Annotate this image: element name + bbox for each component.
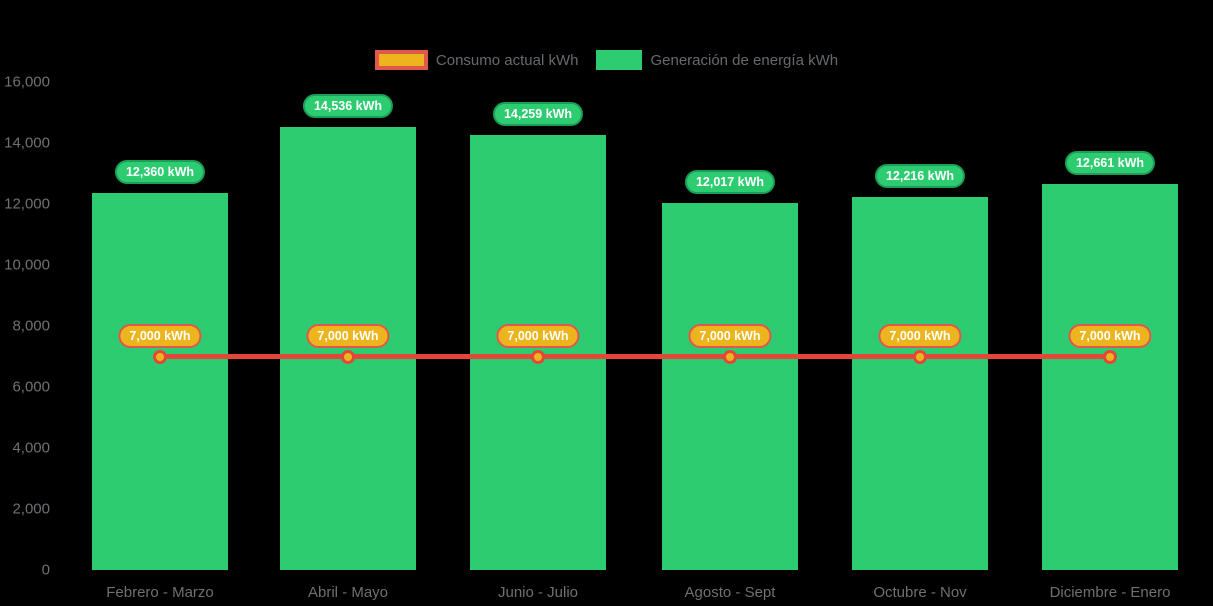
x-tick-label: Abril - Mayo bbox=[307, 584, 389, 601]
consumo-value-pill: 7,000 kWh bbox=[688, 323, 772, 348]
generacion-value-pill: 14,536 kWh bbox=[302, 93, 394, 118]
consumo-value-pill: 7,000 kWh bbox=[496, 323, 580, 348]
generacion-value-pill: 14,259 kWh bbox=[492, 102, 584, 127]
generacion-bar[interactable] bbox=[92, 193, 228, 570]
x-tick-label: Diciembre - Enero bbox=[1049, 584, 1171, 601]
x-tick-label: Octubre - Nov bbox=[873, 584, 967, 601]
y-tick-label: 8,000 bbox=[12, 317, 50, 335]
generacion-swatch-icon bbox=[596, 50, 643, 70]
consumo-point-marker[interactable] bbox=[913, 349, 927, 364]
legend-label-consumo: Consumo actual kWh bbox=[435, 51, 579, 69]
consumo-point-marker[interactable] bbox=[341, 349, 355, 364]
y-tick-label: 2,000 bbox=[12, 500, 50, 518]
consumo-point-marker[interactable] bbox=[531, 349, 545, 364]
x-tick-label: Agosto - Sept bbox=[684, 584, 776, 601]
x-tick-label: Junio - Julio bbox=[497, 584, 579, 601]
y-tick-label: 10,000 bbox=[4, 256, 50, 274]
consumo-value-pill: 7,000 kWh bbox=[306, 323, 390, 348]
generacion-bar[interactable] bbox=[1042, 183, 1178, 570]
y-tick-label: 12,000 bbox=[4, 195, 50, 213]
y-tick-label: 0 bbox=[41, 561, 50, 579]
x-tick-label: Febrero - Marzo bbox=[106, 584, 214, 601]
generacion-value-pill: 12,216 kWh bbox=[874, 164, 966, 189]
consumo-value-pill: 7,000 kWh bbox=[118, 323, 202, 348]
legend-item-consumo[interactable]: Consumo actual kWh bbox=[374, 50, 579, 70]
consumo-swatch-icon bbox=[374, 50, 428, 70]
chart-legend: Consumo actual kWh Generación de energía… bbox=[0, 50, 1213, 70]
consumo-value-pill: 7,000 kWh bbox=[878, 323, 962, 348]
generacion-bar[interactable] bbox=[280, 126, 416, 570]
consumo-point-marker[interactable] bbox=[153, 349, 167, 364]
generacion-value-pill: 12,661 kWh bbox=[1064, 150, 1156, 175]
consumo-point-marker[interactable] bbox=[1103, 349, 1117, 364]
consumo-point-marker[interactable] bbox=[723, 349, 737, 364]
generacion-bar[interactable] bbox=[662, 203, 798, 570]
y-tick-label: 4,000 bbox=[12, 439, 50, 457]
generacion-value-pill: 12,360 kWh bbox=[114, 160, 206, 185]
legend-label-generacion: Generación de energía kWh bbox=[650, 51, 839, 69]
y-tick-label: 16,000 bbox=[4, 73, 50, 91]
y-tick-label: 6,000 bbox=[12, 378, 50, 396]
generacion-bar[interactable] bbox=[852, 197, 988, 570]
generacion-value-pill: 12,017 kWh bbox=[684, 170, 776, 195]
legend-item-generacion[interactable]: Generación de energía kWh bbox=[596, 50, 838, 70]
consumo-line-segment bbox=[160, 354, 1110, 359]
consumo-value-pill: 7,000 kWh bbox=[1068, 323, 1152, 348]
y-tick-label: 14,000 bbox=[4, 134, 50, 152]
